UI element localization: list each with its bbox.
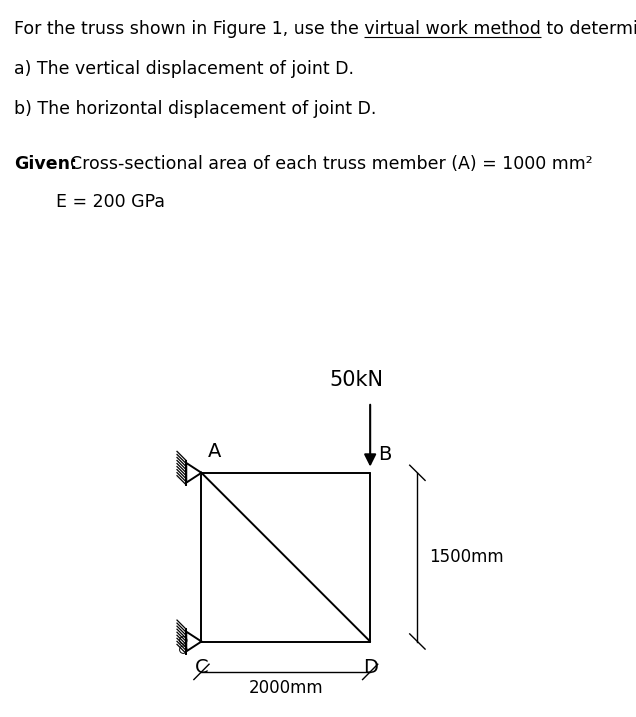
Text: C: C — [195, 658, 208, 678]
Polygon shape — [186, 463, 202, 483]
Text: b) The horizontal displacement of joint D.: b) The horizontal displacement of joint … — [14, 100, 377, 118]
Text: 1500mm: 1500mm — [429, 549, 504, 566]
Text: a) The vertical displacement of joint D.: a) The vertical displacement of joint D. — [14, 60, 354, 78]
Text: A: A — [208, 442, 221, 461]
Text: For the truss shown in Figure 1, use the virtual work method to determine: For the truss shown in Figure 1, use the… — [14, 20, 636, 38]
Text: D: D — [363, 658, 378, 678]
Text: 2000mm: 2000mm — [249, 678, 323, 697]
Text: 50kN: 50kN — [329, 370, 384, 390]
Text: E = 200 GPa: E = 200 GPa — [56, 193, 165, 211]
Text: Cross-sectional area of each truss member (A) = 1000 mm²: Cross-sectional area of each truss membe… — [70, 155, 593, 173]
Polygon shape — [186, 632, 202, 651]
Text: Given:: Given: — [14, 155, 77, 173]
Text: B: B — [378, 445, 392, 465]
